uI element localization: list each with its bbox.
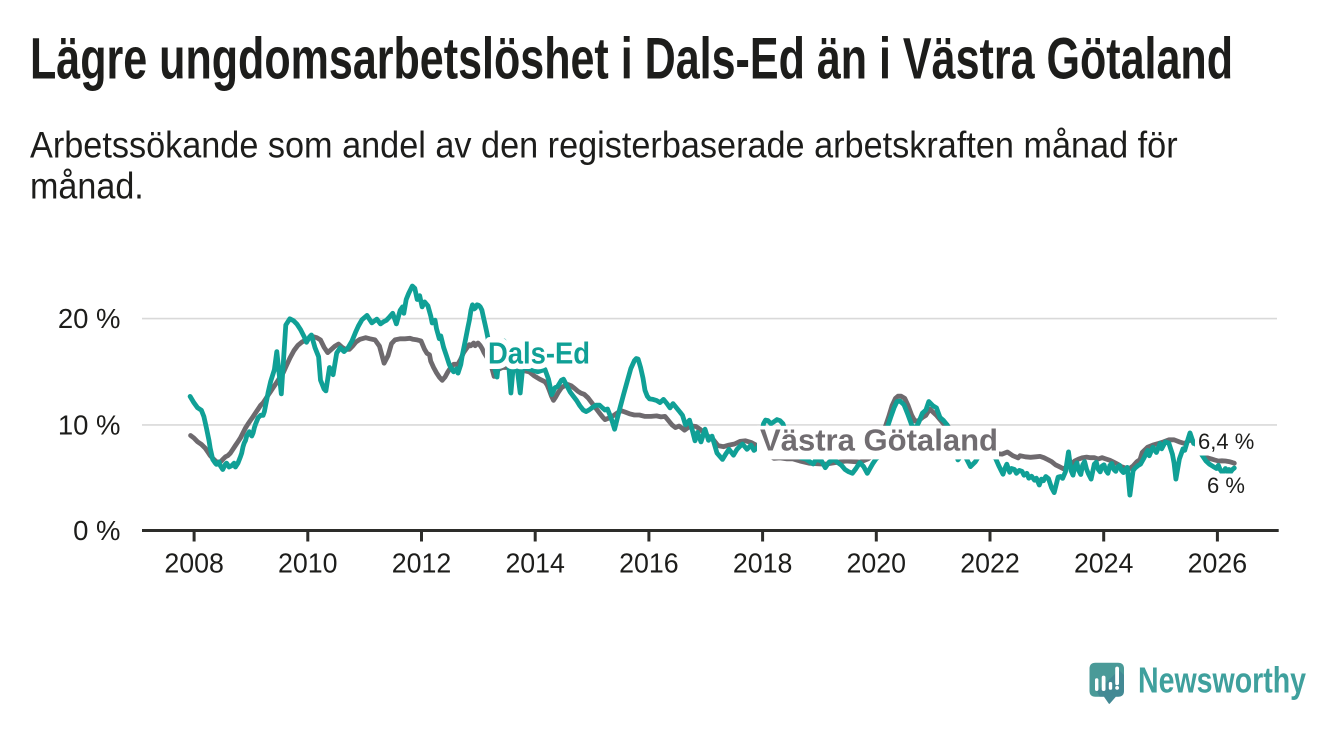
- svg-text:Arbetssökande som andel av den: Arbetssökande som andel av den registerb…: [30, 125, 1178, 166]
- svg-text:10 %: 10 %: [58, 410, 121, 441]
- svg-text:2012: 2012: [392, 548, 452, 579]
- svg-text:20 %: 20 %: [58, 303, 121, 334]
- svg-text:Lägre ungdomsarbetslöshet i Da: Lägre ungdomsarbetslöshet i Dals-Ed än i…: [30, 26, 1233, 91]
- svg-text:0 %: 0 %: [73, 515, 120, 546]
- svg-text:2010: 2010: [278, 548, 338, 579]
- svg-text:2020: 2020: [847, 548, 907, 579]
- svg-text:2014: 2014: [505, 548, 565, 579]
- svg-text:månad.: månad.: [30, 166, 144, 207]
- svg-text:2026: 2026: [1188, 548, 1248, 579]
- svg-text:2024: 2024: [1074, 548, 1134, 579]
- svg-text:2016: 2016: [619, 548, 679, 579]
- svg-text:Västra Götaland: Västra Götaland: [760, 423, 998, 458]
- svg-text:6,4 %: 6,4 %: [1198, 429, 1254, 454]
- svg-text:2022: 2022: [960, 548, 1020, 579]
- svg-text:Dals-Ed: Dals-Ed: [488, 336, 590, 371]
- svg-text:2018: 2018: [733, 548, 793, 579]
- svg-text:2008: 2008: [164, 548, 224, 579]
- svg-text:6 %: 6 %: [1207, 473, 1245, 498]
- svg-text:Newsworthy: Newsworthy: [1138, 659, 1306, 700]
